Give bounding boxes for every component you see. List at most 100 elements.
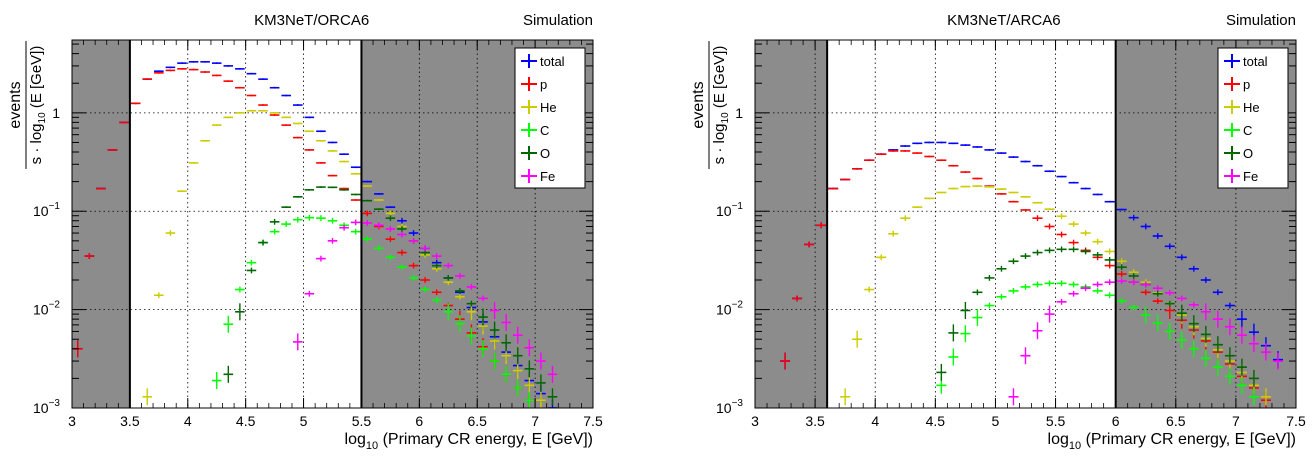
x-tick-label: 6	[415, 413, 423, 429]
data-point-p	[362, 210, 373, 217]
y-tick-exponent: −3	[732, 398, 744, 409]
data-point-c	[1008, 287, 1019, 294]
data-point-fe	[1236, 326, 1247, 344]
data-point-o	[1248, 369, 1259, 387]
data-point-p	[281, 124, 291, 126]
data-point-o	[478, 308, 488, 326]
data-point-p	[223, 80, 234, 82]
data-point-c	[1092, 287, 1103, 294]
data-point-c	[1044, 280, 1055, 287]
legend: total p He CO Fe	[1217, 47, 1289, 189]
data-point-o	[455, 287, 465, 294]
y-axis-label-numerator: events	[7, 81, 24, 128]
data-point-p	[96, 187, 106, 190]
data-point-fe	[1116, 278, 1127, 284]
legend-label: C	[540, 123, 549, 138]
data-point-o	[281, 206, 291, 209]
y-tick-base: 10	[33, 302, 49, 318]
data-point-fe	[1248, 335, 1259, 353]
data-point-c	[1116, 298, 1127, 305]
data-point-p	[1020, 209, 1031, 211]
data-point-c	[984, 302, 995, 309]
data-point-p	[316, 162, 326, 164]
data-point-p	[876, 153, 887, 156]
data-point-c	[1236, 376, 1247, 394]
data-point-p	[924, 155, 935, 158]
data-point-total	[1068, 181, 1079, 184]
x-axis-label-sub: 10	[366, 440, 378, 452]
data-point-fe	[339, 224, 349, 231]
data-point-he	[876, 254, 887, 261]
x-axis-label-rest: (Primary CR energy, E [GeV])	[1081, 431, 1296, 448]
data-point-o	[1056, 246, 1067, 253]
data-point-fe	[316, 255, 326, 262]
data-point-total	[1140, 223, 1151, 230]
data-point-total	[1044, 170, 1055, 173]
data-point-he	[1068, 221, 1079, 227]
data-point-he	[339, 160, 349, 163]
data-point-p	[804, 241, 815, 248]
x-tick-label: 4.5	[926, 413, 946, 429]
data-point-fe	[524, 339, 535, 357]
x-tick-label: 5	[300, 413, 308, 429]
data-point-he	[211, 124, 222, 126]
data-point-p	[912, 152, 923, 154]
data-point-c	[1188, 340, 1199, 358]
data-layer	[780, 141, 1283, 408]
data-point-p	[408, 262, 419, 269]
data-point-total	[316, 130, 326, 133]
data-point-o	[339, 188, 349, 191]
data-point-o	[269, 218, 280, 225]
chart-title: KM3NeT/ORCA6	[254, 12, 369, 29]
data-point-total	[281, 94, 291, 97]
y-tick-label: 10−1	[716, 201, 743, 219]
data-point-p	[200, 71, 210, 73]
data-point-c	[374, 245, 384, 252]
data-point-o	[536, 374, 546, 392]
y-axis-den-b: (E [GeV])	[711, 46, 728, 113]
data-point-o	[1032, 249, 1043, 256]
y-axis-den-sub: 10	[720, 112, 731, 124]
data-point-o	[374, 208, 384, 210]
x-axis-label: log10 (Primary CR energy, E [GeV])	[1048, 431, 1296, 452]
data-point-he	[374, 199, 384, 201]
data-point-o	[1152, 290, 1163, 297]
data-point-fe	[1044, 305, 1055, 323]
data-point-total	[292, 104, 303, 106]
data-point-c	[385, 254, 396, 261]
data-point-c	[1176, 331, 1187, 349]
data-point-fe	[1188, 301, 1199, 308]
y-tick-base: 10	[716, 302, 732, 318]
simulation-label: Simulation	[523, 12, 593, 29]
data-point-p	[864, 159, 875, 162]
x-axis-label-log: log	[345, 431, 366, 448]
legend-item-fe: Fe	[1224, 169, 1258, 184]
data-point-fe	[1164, 289, 1175, 296]
data-point-o	[1164, 300, 1175, 307]
data-point-p	[246, 94, 257, 97]
data-point-p	[1008, 200, 1019, 203]
data-point-fe	[478, 295, 488, 302]
data-point-p	[130, 102, 141, 105]
data-point-he	[142, 388, 153, 406]
data-point-total	[1164, 243, 1175, 250]
data-point-he	[304, 130, 315, 133]
data-point-he	[246, 109, 257, 112]
data-point-o	[996, 265, 1007, 272]
x-axis-label-sub: 10	[1069, 440, 1081, 452]
data-point-he	[188, 162, 199, 164]
data-point-p	[972, 177, 983, 180]
data-point-c	[408, 275, 419, 281]
data-point-fe	[408, 237, 419, 244]
data-point-fe	[362, 220, 373, 226]
data-point-p	[780, 352, 791, 370]
data-point-total	[408, 230, 419, 236]
data-point-p	[792, 295, 803, 302]
x-tick-label: 5	[992, 413, 1000, 429]
data-point-o	[327, 186, 338, 189]
data-point-fe	[1104, 279, 1115, 286]
data-point-c	[948, 348, 959, 366]
data-point-p	[996, 193, 1007, 195]
data-point-total	[339, 153, 349, 156]
data-point-he	[292, 122, 303, 125]
